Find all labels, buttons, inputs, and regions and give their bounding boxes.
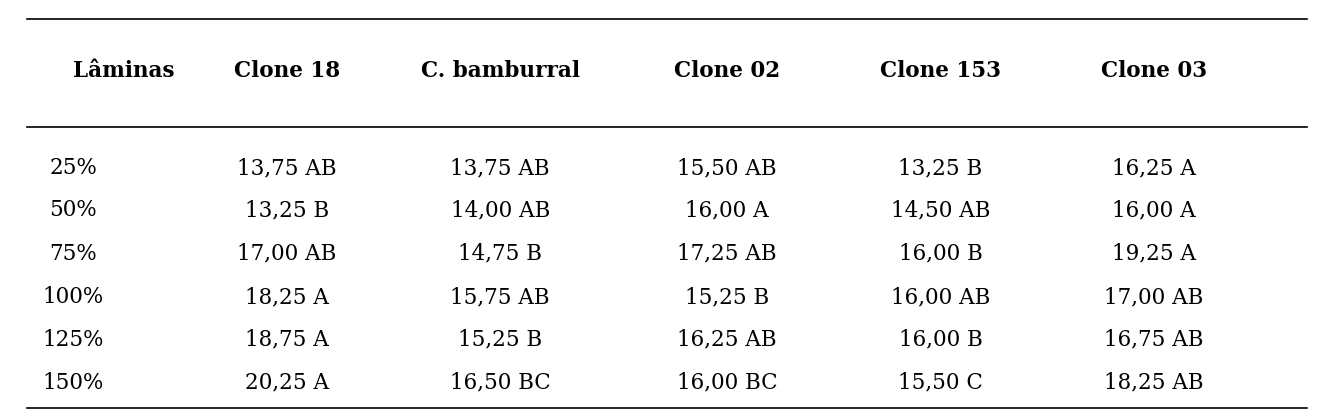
Text: 14,75 B: 14,75 B [459,243,542,265]
Text: 16,25 A: 16,25 A [1113,158,1195,179]
Text: 13,25 B: 13,25 B [244,199,329,221]
Text: 16,25 AB: 16,25 AB [678,329,776,351]
Text: 16,00 A: 16,00 A [1113,199,1195,221]
Text: Lâminas: Lâminas [73,60,175,82]
Text: 19,25 A: 19,25 A [1113,243,1195,265]
Text: 15,50 AB: 15,50 AB [678,158,776,179]
Text: 17,00 AB: 17,00 AB [1105,287,1203,308]
Text: 16,00 BC: 16,00 BC [676,372,778,394]
Text: 16,50 BC: 16,50 BC [450,372,551,394]
Text: 16,00 B: 16,00 B [899,329,982,351]
Text: 20,25 A: 20,25 A [245,372,328,394]
Text: 13,75 AB: 13,75 AB [451,158,550,179]
Text: 16,00 AB: 16,00 AB [891,287,990,308]
Text: C. bamburral: C. bamburral [420,60,580,82]
Text: 15,25 B: 15,25 B [458,329,543,351]
Text: 14,50 AB: 14,50 AB [891,199,990,221]
Text: Clone 02: Clone 02 [674,60,780,82]
Text: 16,00 A: 16,00 A [686,199,768,221]
Text: 16,75 AB: 16,75 AB [1105,329,1203,351]
Text: 15,75 AB: 15,75 AB [451,287,550,308]
Text: 18,75 A: 18,75 A [245,329,328,351]
Text: Clone 18: Clone 18 [233,60,340,82]
Text: 125%: 125% [43,329,104,351]
Text: 16,00 B: 16,00 B [899,243,982,265]
Text: 13,75 AB: 13,75 AB [237,158,336,179]
Text: 15,25 B: 15,25 B [684,287,770,308]
Text: 50%: 50% [49,199,97,221]
Text: 150%: 150% [43,372,104,394]
Text: 14,00 AB: 14,00 AB [451,199,550,221]
Text: Clone 153: Clone 153 [880,60,1000,82]
Text: 17,25 AB: 17,25 AB [678,243,776,265]
Text: 100%: 100% [43,287,104,308]
Text: 13,25 B: 13,25 B [898,158,983,179]
Text: 18,25 AB: 18,25 AB [1105,372,1203,394]
Text: 75%: 75% [49,243,97,265]
Text: 18,25 A: 18,25 A [245,287,328,308]
Text: 15,50 C: 15,50 C [898,372,983,394]
Text: Clone 03: Clone 03 [1101,60,1207,82]
Text: 25%: 25% [49,158,97,179]
Text: 17,00 AB: 17,00 AB [237,243,336,265]
